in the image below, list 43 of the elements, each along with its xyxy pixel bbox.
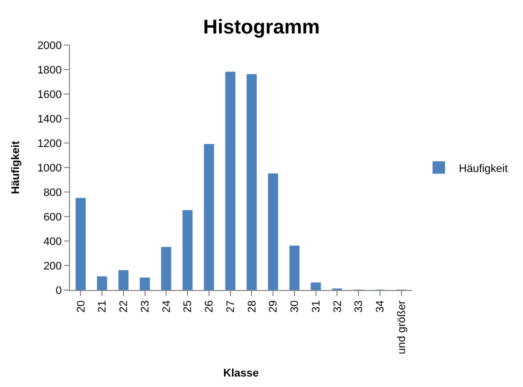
x-tick-label: 34	[374, 300, 387, 313]
legend-label: Häufigkeit	[458, 162, 508, 175]
y-tick-label: 200	[43, 260, 62, 272]
x-tick-label: 22	[118, 300, 130, 313]
x-tick-label: und größer	[396, 300, 408, 354]
y-tick-label: 2000	[37, 40, 62, 52]
y-tick-label: 1400	[37, 113, 62, 126]
y-tick-label: 1800	[37, 64, 62, 76]
x-tick-label: 27	[224, 300, 237, 313]
bar	[161, 246, 172, 290]
x-axis-title: Klasse	[223, 367, 259, 380]
y-tick-label: 400	[43, 236, 62, 248]
bar	[204, 144, 214, 290]
bar	[268, 173, 278, 290]
x-tick-label: 28	[246, 300, 258, 313]
x-tick-label: 24	[160, 300, 173, 313]
x-tick-label: 32	[332, 300, 344, 313]
x-tick-label: 25	[182, 300, 194, 313]
bar	[246, 74, 257, 290]
y-tick-label: 1600	[37, 88, 62, 101]
bar	[97, 276, 108, 290]
y-tick-label: 1000	[37, 162, 62, 174]
y-tick-label: 600	[43, 211, 62, 224]
bar	[182, 210, 193, 290]
x-tick-label: 20	[75, 300, 88, 313]
x-tick-label: 29	[268, 300, 280, 313]
bar	[118, 270, 128, 290]
y-tick-label: 1200	[37, 138, 62, 150]
y-tick-label: 800	[43, 186, 62, 199]
bar	[225, 72, 236, 290]
bar	[76, 198, 86, 290]
y-tick-label: 0	[56, 284, 62, 297]
x-tick-label: 31	[310, 300, 322, 313]
x-tick-label: 23	[139, 300, 152, 313]
x-tick-label: 26	[204, 300, 216, 313]
chart-title: Histogramm	[203, 16, 320, 38]
x-tick-label: 21	[96, 300, 109, 313]
bar	[289, 246, 300, 290]
bar	[310, 282, 321, 290]
x-tick-label: 33	[353, 300, 366, 313]
y-axis-title: Häufigkeit	[10, 140, 22, 194]
x-tick-label: 30	[289, 300, 302, 313]
bar	[140, 278, 150, 290]
